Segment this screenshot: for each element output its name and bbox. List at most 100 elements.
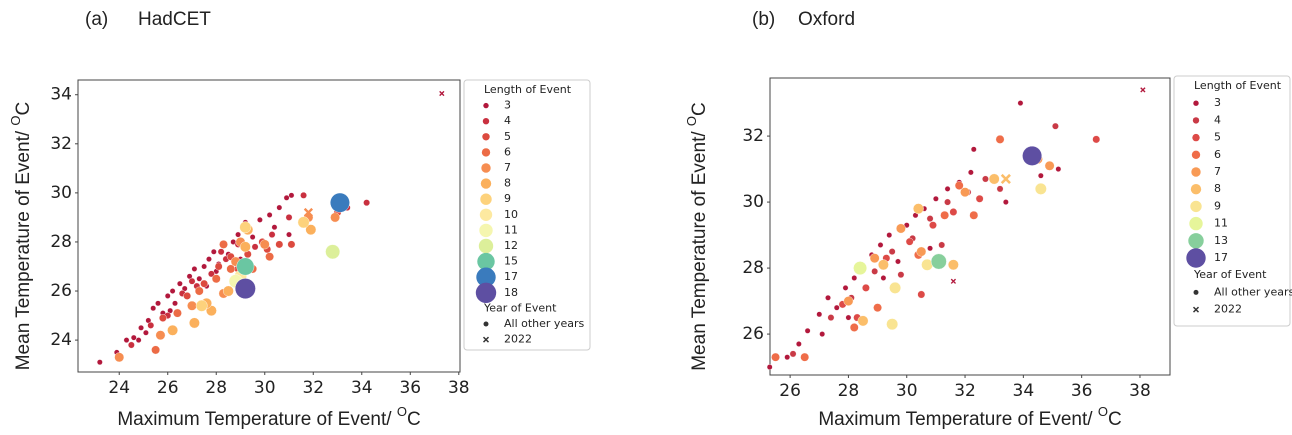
point [912,203,924,215]
plot-frame [769,77,1171,376]
point [1044,160,1055,171]
point [211,274,221,284]
point [206,256,212,263]
legend-label: 10 [504,208,518,221]
point-2022 [439,90,445,97]
x-axis-label: Maximum Temperature of Event/ OC [818,404,1121,430]
point [1092,135,1101,144]
legend-marker [1188,233,1204,249]
point [194,286,204,296]
point-2022 [303,207,314,218]
point [297,216,310,229]
point-2022 [1140,87,1146,93]
point [235,231,241,238]
point [138,324,144,331]
point [804,327,811,334]
y-axis-label-text: Mean Temperature of Event/ [689,126,710,371]
point [886,232,893,238]
point [271,224,278,231]
point [239,241,251,253]
point [155,330,166,341]
point [143,329,149,336]
point [164,293,171,299]
point [196,275,203,282]
y-axis-label-unit: C [13,102,34,116]
x-axis-label-sup: O [1098,404,1108,419]
legend-marker [1186,248,1206,268]
y-axis-label-text: Mean Temperature of Event/ [13,126,34,371]
x-axis-label-text: Maximum Temperature of Event/ [818,409,1097,430]
legend-marker [478,238,494,254]
legend: Length of Event 3 4 5 6 7 8 9 11 13 17 Year of Even… [1173,75,1292,327]
x-tick-label: 32 [954,381,976,401]
legend-label: 7 [1214,165,1221,178]
point [135,337,142,344]
legend: Length of Event 3 4 5 6 7 8 9 10 11 12 15 17 18 Year o… [463,79,591,351]
point [285,214,293,221]
point [825,294,831,301]
point [287,240,296,249]
y-tick-label: 32 [742,126,764,146]
x-axis-label-unit: C [407,409,421,430]
y-tick-label: 26 [742,324,764,344]
point [257,216,263,223]
legend-label: All other years [504,317,584,330]
x-tick-label: 36 [1071,381,1093,401]
legend-marker [483,321,489,327]
point [172,300,178,307]
y-axis-label-sup: O [684,116,699,126]
point [325,244,341,260]
point [789,350,797,358]
point [305,224,317,236]
legend-year-title: Year of Event [1193,268,1267,281]
x-tick-label: 30 [254,378,276,398]
legend-label: 11 [504,223,518,236]
point [1017,100,1024,106]
legend-label: 5 [1214,131,1221,144]
legend-label: All other years [1214,285,1292,298]
point [188,277,196,285]
point [988,173,1000,185]
x-axis-label-sup: O [397,404,407,419]
y-tick-label: 26 [50,281,72,301]
panel-title: HadCET [138,9,211,30]
legend-label: 5 [504,130,511,143]
x-tick-label: 24 [108,378,130,398]
x-tick-label: 26 [157,378,179,398]
panel-label: (a) [85,9,108,30]
legend-marker [1190,200,1202,213]
y-axis-label: Mean Temperature of Event/ OC [8,102,34,371]
legend-label: 4 [504,114,511,127]
point [766,364,773,370]
point [926,215,934,222]
legend-label: 11 [1214,217,1228,230]
point [877,242,884,248]
point [251,243,259,251]
point [219,240,228,249]
point [871,267,879,275]
point [275,240,284,249]
x-tick-label: 28 [838,381,860,401]
legend-marker [1189,216,1203,231]
legend-marker [477,252,495,271]
y-tick-label: 24 [50,330,72,350]
legend-label: 6 [504,145,511,158]
point [784,354,791,361]
point [288,192,295,199]
point [995,134,1005,144]
point [173,308,182,318]
legend-marker [479,223,493,238]
point [169,288,176,294]
point [873,303,882,313]
point [869,253,880,264]
point [842,284,849,291]
legend-label: 17 [1214,251,1228,264]
legend-marker [1193,100,1199,106]
legend-marker [483,102,489,109]
point [853,261,867,275]
legend-label: 8 [504,177,511,190]
point [895,258,901,265]
point [982,175,989,183]
point [888,248,896,255]
